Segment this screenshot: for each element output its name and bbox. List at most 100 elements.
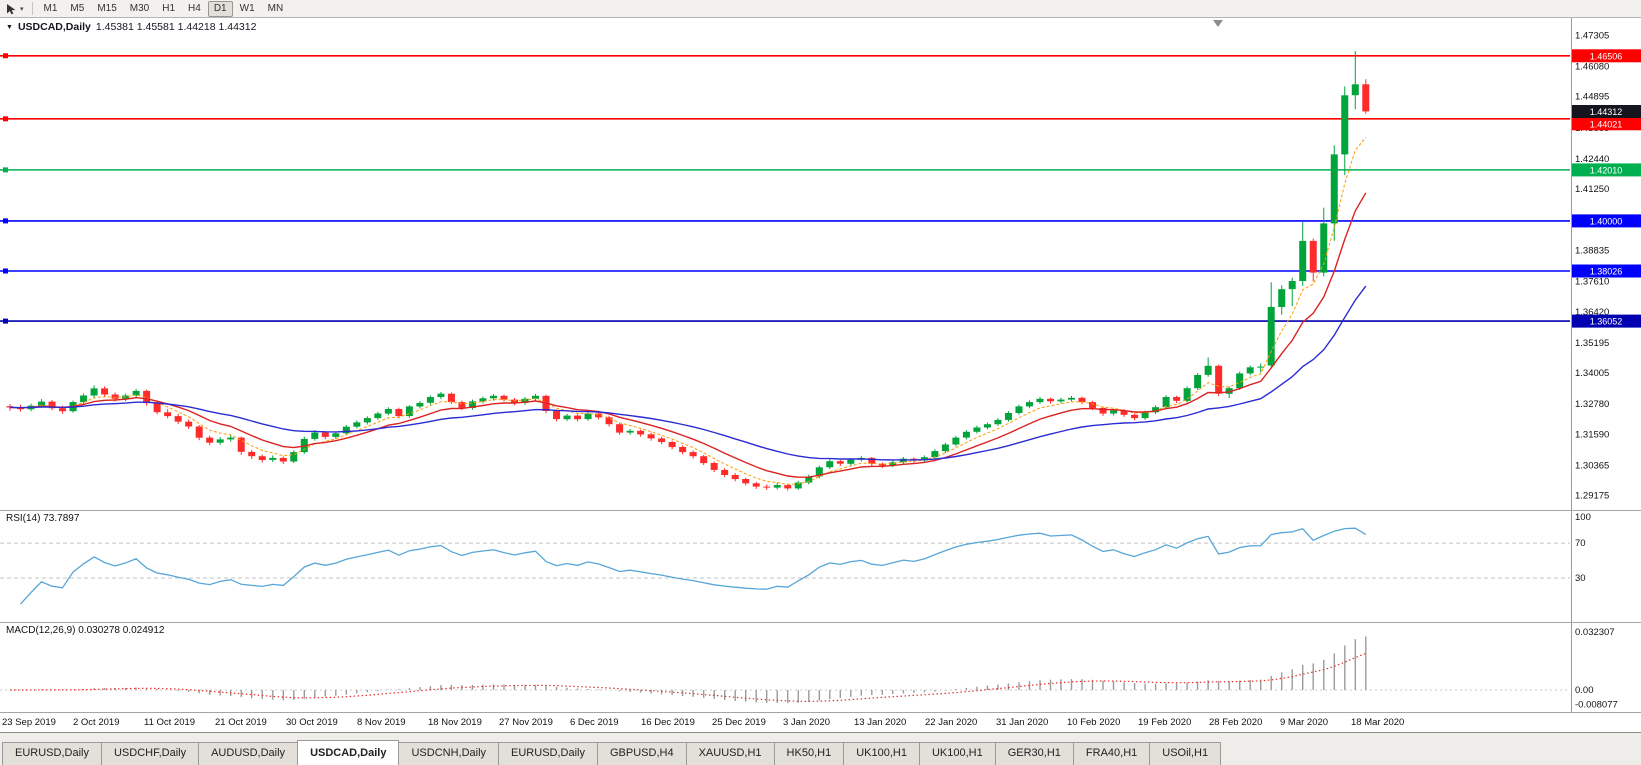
hline-tag-text: 1.46506 [1590,51,1623,61]
hline-1.44021[interactable] [0,116,1570,122]
chart-tab-EURUSD-Daily[interactable]: EURUSD,Daily [2,742,102,765]
dropdown-caret-icon[interactable]: ▾ [20,5,24,13]
candle-body [437,393,445,397]
candle-body [395,409,403,417]
chart-tab-HK50-H1[interactable]: HK50,H1 [773,742,845,765]
hline-anchor[interactable] [3,53,8,59]
timeframe-button-M5[interactable]: M5 [64,1,90,17]
time-axis-label: 21 Oct 2019 [215,717,267,728]
candle-body [658,438,666,442]
chart-tab-EURUSD-Daily[interactable]: EURUSD,Daily [498,742,598,765]
hline-price-tag-1.44021[interactable]: 1.44021 [1572,117,1641,131]
candle-body [794,482,802,489]
hline-tag-box[interactable] [1572,49,1641,63]
candle-body [952,437,960,445]
candle-body [374,413,382,419]
time-axis-label: 13 Jan 2020 [854,717,907,728]
candle-body [290,452,298,462]
candle-body [742,479,750,484]
hline-1.42010[interactable] [0,167,1570,173]
candle-body [878,463,886,466]
candle-body [1257,366,1265,368]
time-axis-label: 9 Mar 2020 [1280,717,1329,728]
candle-body [595,413,603,418]
timeframe-button-M1[interactable]: M1 [38,1,64,17]
time-axis-label: 25 Dec 2019 [712,717,766,728]
candle-body [1152,407,1160,413]
candle-body [1162,397,1170,408]
hline-anchor[interactable] [3,268,8,274]
candle-body [584,413,592,420]
timeframe-button-H1[interactable]: H1 [156,1,181,17]
candle-body [174,416,182,422]
collapse-arrow-icon[interactable]: ▼ [6,23,13,31]
cursor-arrow-icon [7,3,16,14]
timeframe-button-MN[interactable]: MN [262,1,290,17]
hline-anchor[interactable] [3,218,8,224]
chart-tab-XAUUSD-H1[interactable]: XAUUSD,H1 [685,742,775,765]
timeframe-buttons: M1 M5 M15 M30 H1 H4 D1 W1 MN [38,0,290,17]
candle-body [616,424,624,433]
hline-tag-text: 1.40000 [1590,216,1623,226]
timeframe-button-W1[interactable]: W1 [234,1,261,17]
hline-tag-box[interactable] [1572,314,1641,328]
hline-price-tag-1.42010[interactable]: 1.42010 [1572,163,1641,177]
time-axis-label: 27 Nov 2019 [499,717,553,728]
chart-tab-UK100-H1[interactable]: UK100,H1 [918,742,996,765]
candle-body [1089,402,1097,408]
price-axis-label: 1.36420 [1575,307,1609,318]
candle-body [826,461,834,468]
candle-body [405,406,413,416]
price-axis-label: 1.37610 [1575,277,1609,288]
timeframe-button-D1[interactable]: D1 [207,0,233,17]
candle-body [206,437,214,443]
price-axis-label: 1.44895 [1575,92,1609,103]
candle-body [258,456,266,460]
candle-body [784,485,792,489]
hline-1.40000[interactable] [0,218,1570,224]
timeframe-toolbar: ▾ M1 M5 M15 M30 H1 H4 D1 W1 MN [0,0,1641,18]
chart-tab-AUDUSD-Daily[interactable]: AUDUSD,Daily [198,742,299,765]
hline-anchor[interactable] [3,116,8,122]
hline-1.36052[interactable] [0,318,1570,324]
hline-tag-box[interactable] [1572,264,1641,278]
chart-shift-marker-icon[interactable] [1213,20,1223,27]
candle-body [983,424,991,428]
chart-tab-UK100-H1[interactable]: UK100,H1 [843,742,920,765]
candle-body [1351,84,1359,96]
hline-anchor[interactable] [3,318,8,324]
chart-tab-GER30-H1[interactable]: GER30,H1 [994,742,1074,765]
hline-price-tag-1.36052[interactable]: 1.36052 [1572,314,1641,328]
hline-price-tag-1.38026[interactable]: 1.38026 [1572,264,1641,278]
candle-body [111,394,119,399]
price-axis-label: 1.41250 [1575,184,1609,195]
price-axis-label: 1.35195 [1575,338,1609,349]
candle-body [48,401,56,409]
candle-body [500,395,508,400]
chart-tab-GBPUSD-H4[interactable]: GBPUSD,H4 [597,742,687,765]
hline-tag-box[interactable] [1572,163,1641,177]
hline-price-tag-1.46506[interactable]: 1.46506 [1572,49,1641,63]
timeframe-button-H4[interactable]: H4 [182,1,207,17]
candle-body [80,395,88,403]
candle-body [815,467,823,477]
candle-body [38,401,46,406]
timeframe-button-M15[interactable]: M15 [91,1,122,17]
price-axis-label: 1.46080 [1575,62,1609,73]
chart-tab-FRA40-H1[interactable]: FRA40,H1 [1072,742,1151,765]
rsi-panel: 100 70 30 [0,510,1641,622]
hline-anchor[interactable] [3,167,8,173]
chart-tab-USDCHF-Daily[interactable]: USDCHF,Daily [100,742,200,765]
hline-tag-text: 1.36052 [1590,317,1623,327]
hline-tag-box[interactable] [1572,214,1641,228]
chart-tab-USDCNH-Daily[interactable]: USDCNH,Daily [398,742,500,765]
hline-price-tag-1.40000[interactable]: 1.40000 [1572,214,1641,228]
timeframe-button-M30[interactable]: M30 [124,1,155,17]
candle-body [1246,367,1254,374]
chart-tab-USOil-H1[interactable]: USOil,H1 [1149,742,1222,765]
hline-1.38026[interactable] [0,268,1570,274]
cursor-tool-icon[interactable] [3,1,19,17]
hline-tag-box[interactable] [1572,117,1641,131]
hline-1.46506[interactable] [0,53,1570,59]
chart-tab-USDCAD-Daily[interactable]: USDCAD,Daily [297,740,400,765]
